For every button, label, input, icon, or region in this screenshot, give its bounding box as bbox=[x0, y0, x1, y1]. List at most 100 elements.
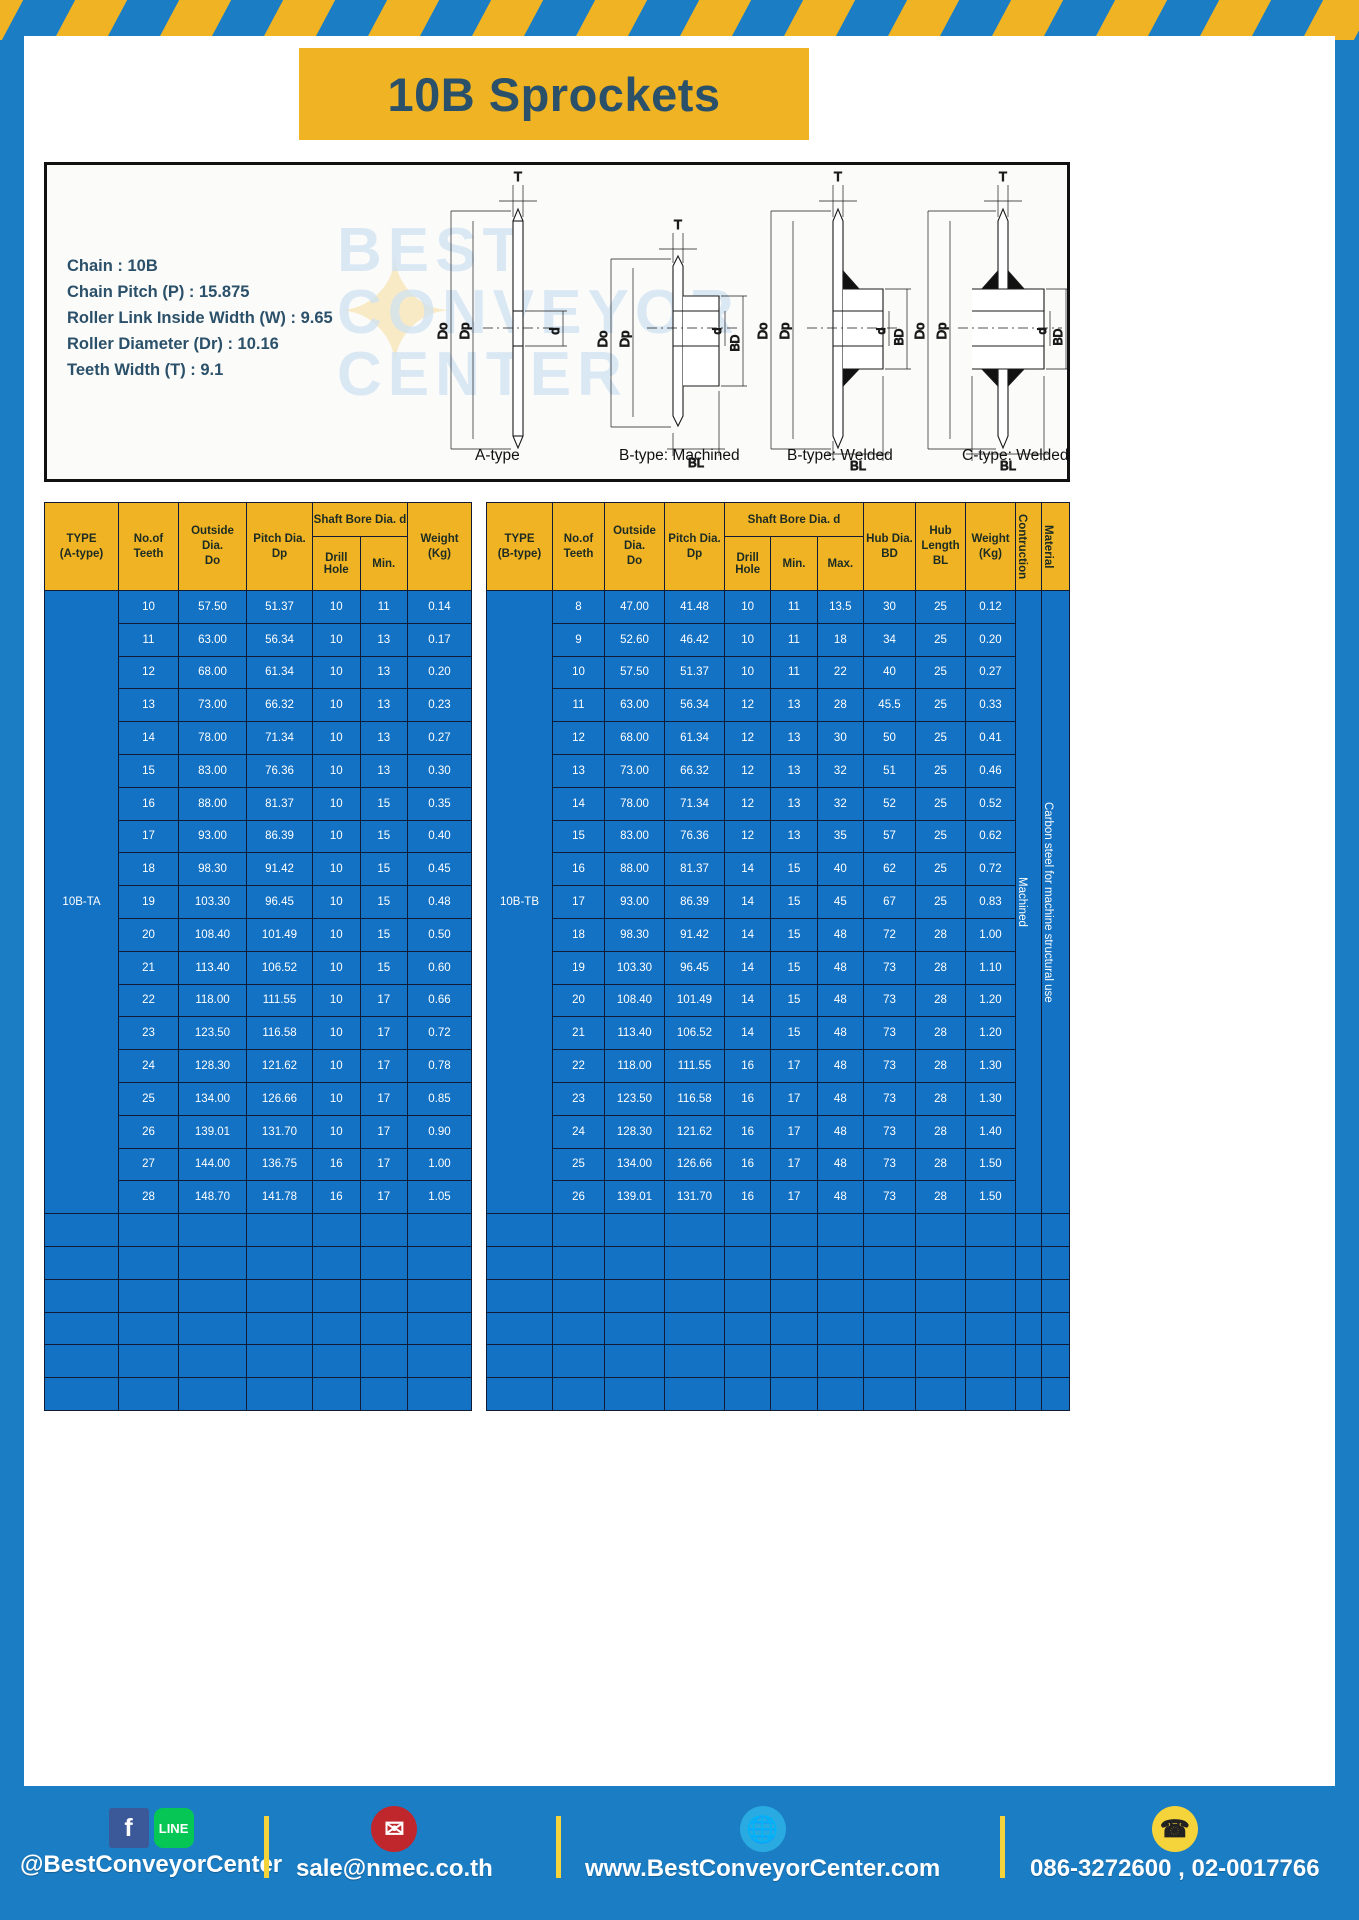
cell-r14-c5: 48 bbox=[816, 1049, 865, 1083]
chevron-stripe bbox=[877, 0, 967, 40]
cell-r7-c6: 57 bbox=[863, 819, 916, 854]
cell-r18-c7: 28 bbox=[915, 1180, 966, 1215]
footer-facebook[interactable]: f LINE @BestConveyorCenter bbox=[20, 1808, 282, 1879]
blank-cell bbox=[486, 1311, 553, 1346]
cell-r2-c0: 10 bbox=[552, 655, 605, 690]
cell-r14-c6: 73 bbox=[863, 1049, 916, 1083]
cell-r1-c6: 34 bbox=[863, 622, 916, 657]
cell-r10-c4: 15 bbox=[770, 917, 818, 952]
cell-r17-c2: 126.66 bbox=[664, 1147, 725, 1182]
cell-r5-c8: 0.46 bbox=[965, 753, 1016, 788]
cell-r0-c5: 0.14 bbox=[407, 590, 472, 624]
cell-r12-c1: 108.40 bbox=[604, 983, 665, 1018]
cell-r6-c6: 52 bbox=[863, 786, 916, 821]
cell-r13-c2: 106.52 bbox=[664, 1016, 725, 1051]
blank-cell bbox=[723, 1278, 772, 1313]
table-row: 14 78.00 71.34 10 13 0.27 bbox=[45, 721, 472, 755]
cell-r12-c2: 101.49 bbox=[664, 983, 725, 1018]
blank-cell bbox=[770, 1245, 818, 1280]
spec-diagram-box: ✦ BEST CONVEYOR CENTER Chain : 10B Chain Pi… bbox=[44, 162, 1070, 482]
facebook-handle: @BestConveyorCenter bbox=[20, 1851, 283, 1878]
cell-r6-c7: 25 bbox=[915, 786, 966, 821]
footer-phone[interactable]: ☎ 086-3272600 , 02-0017766 bbox=[1030, 1806, 1320, 1883]
cell-r2-c1: 57.50 bbox=[604, 655, 665, 690]
cell-r8-c0: 16 bbox=[552, 852, 605, 887]
blank-cell bbox=[552, 1311, 605, 1346]
cell-r18-c3: 16 bbox=[723, 1180, 772, 1215]
header-line: Dia. bbox=[623, 540, 646, 552]
cell-r17-c1: 144.00 bbox=[178, 1147, 247, 1182]
footer-website[interactable]: 🌐 www.BestConveyorCenter.com bbox=[585, 1806, 940, 1883]
chevron-stripe bbox=[0, 0, 31, 40]
cell-r10-c5: 48 bbox=[816, 917, 865, 952]
cell-r12-c2: 111.55 bbox=[246, 983, 313, 1018]
footer-email[interactable]: ✉ sale@nmec.co.th bbox=[296, 1806, 493, 1883]
cell-r8-c4: 15 bbox=[359, 852, 408, 887]
cell-r3-c5: 0.23 bbox=[407, 688, 472, 723]
svg-text:Do: Do bbox=[595, 331, 610, 348]
table-row: 25 134.00 126.66 10 17 0.85 bbox=[45, 1081, 472, 1116]
cell-r13-c1: 123.50 bbox=[178, 1016, 247, 1051]
blank-cell bbox=[770, 1213, 818, 1247]
cell-r4-c8: 0.41 bbox=[965, 721, 1016, 755]
svg-text:T: T bbox=[834, 171, 842, 184]
table-row: 19 103.30 96.45 14 15 48 73 28 1.10 bbox=[487, 950, 1070, 985]
cell-r16-c8: 1.40 bbox=[965, 1114, 1016, 1149]
drawing-type-labels: A-type B-type: Machined B-type: Welded C-ty… bbox=[387, 447, 1069, 471]
th-weight-a: Weight (Kg) bbox=[407, 502, 472, 591]
cell-r4-c5: 0.27 bbox=[407, 721, 472, 755]
svg-text:Do: Do bbox=[912, 323, 927, 340]
cell-r18-c4: 17 bbox=[359, 1180, 408, 1215]
th-construction-b: Contruction bbox=[1015, 502, 1042, 591]
blank-cell bbox=[1015, 1213, 1042, 1247]
contact-footer: f LINE @BestConveyorCenter ✉ sale@nmec.c… bbox=[0, 1786, 1359, 1920]
phone-icon[interactable]: ☎ bbox=[1151, 1806, 1198, 1852]
blank-cell bbox=[816, 1245, 865, 1280]
blank-cell bbox=[44, 1377, 119, 1411]
table-row: 18 98.30 91.42 10 15 0.45 bbox=[45, 852, 472, 887]
table-row: 12 68.00 61.34 10 13 0.20 bbox=[45, 655, 472, 690]
cell-r3-c0: 13 bbox=[118, 688, 179, 723]
blank-cell bbox=[246, 1278, 313, 1313]
cell-r11-c1: 103.30 bbox=[604, 950, 665, 985]
email-icon[interactable]: ✉ bbox=[371, 1806, 418, 1852]
blank-cell bbox=[359, 1278, 408, 1313]
cell-r5-c5: 32 bbox=[816, 753, 865, 788]
facebook-icon[interactable]: f bbox=[108, 1808, 149, 1848]
cell-r14-c4: 17 bbox=[359, 1049, 408, 1083]
cell-r18-c1: 148.70 bbox=[178, 1180, 247, 1215]
cell-r15-c6: 73 bbox=[863, 1081, 916, 1116]
chevron-stripe bbox=[981, 0, 1071, 40]
table-row: 13 73.00 66.32 12 13 32 51 25 0.46 bbox=[487, 753, 1070, 788]
cell-r6-c1: 78.00 bbox=[604, 786, 665, 821]
svg-text:Dp: Dp bbox=[617, 331, 632, 348]
cell-r11-c5: 0.60 bbox=[407, 950, 472, 985]
cell-r14-c3: 16 bbox=[723, 1049, 772, 1083]
cell-r11-c7: 28 bbox=[915, 950, 966, 985]
cell-r15-c3: 16 bbox=[723, 1081, 772, 1116]
table-row: 21 113.40 106.52 14 15 48 73 28 1.20 bbox=[487, 1016, 1070, 1051]
blank-cell bbox=[723, 1311, 772, 1346]
blank-cell bbox=[863, 1245, 916, 1280]
type-label-cell: 10B-TB bbox=[486, 589, 553, 1215]
line-icon[interactable]: LINE bbox=[153, 1808, 194, 1848]
cell-r5-c0: 15 bbox=[118, 753, 179, 788]
table-row-blank bbox=[44, 1245, 472, 1280]
blank-cell bbox=[863, 1311, 916, 1346]
cell-r5-c5: 0.30 bbox=[407, 753, 472, 788]
cell-r17-c8: 1.50 bbox=[965, 1147, 1016, 1182]
cell-r8-c5: 40 bbox=[816, 852, 865, 887]
cell-r3-c2: 56.34 bbox=[664, 688, 725, 723]
cell-r11-c8: 1.10 bbox=[965, 950, 1016, 985]
cell-r0-c2: 51.37 bbox=[246, 590, 313, 624]
blank-cell bbox=[664, 1311, 725, 1346]
cell-r8-c3: 10 bbox=[312, 852, 361, 887]
cell-r8-c2: 81.37 bbox=[664, 852, 725, 887]
construction-cell: Machined bbox=[1015, 589, 1042, 1215]
blank-cell bbox=[915, 1245, 966, 1280]
cell-r7-c7: 25 bbox=[915, 819, 966, 854]
globe-icon[interactable]: 🌐 bbox=[739, 1806, 786, 1852]
cell-r15-c0: 25 bbox=[118, 1081, 179, 1116]
cell-r1-c5: 18 bbox=[816, 622, 865, 657]
th-min-b: Min. bbox=[770, 536, 818, 591]
